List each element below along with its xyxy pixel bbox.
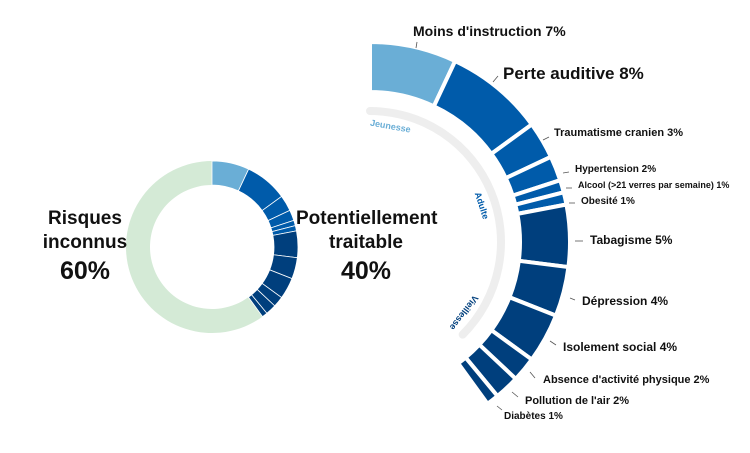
leader-line — [562, 171, 570, 174]
leader-line — [549, 340, 557, 346]
segment-label: Isolement social 4% — [563, 340, 678, 354]
life-stage-track — [366, 107, 505, 339]
leader-line — [542, 136, 550, 141]
donut-segment — [247, 294, 268, 318]
leader-line — [569, 297, 576, 301]
segment-label: Obesité 1% — [581, 196, 635, 207]
segment-label: Absence d'activité physique 2% — [543, 374, 710, 386]
leader-line — [492, 75, 499, 83]
unknown-pct: 60% — [59, 257, 111, 285]
segment-label: Dépression 4% — [582, 294, 669, 308]
leader-line — [529, 371, 536, 379]
segment-label: Traumatisme cranien 3% — [554, 127, 684, 139]
treatable-line1: Potentiellement — [296, 208, 438, 229]
segment-label: Perte auditive 8% — [503, 64, 644, 83]
leader-line — [496, 405, 503, 411]
arc-segment — [515, 202, 572, 270]
leader-line — [415, 41, 418, 49]
treatable-pct: 40% — [340, 257, 392, 285]
donut-segment — [272, 230, 299, 259]
stage-label-youth: Jeunesse — [369, 118, 411, 135]
treatable-line2: traitable — [329, 232, 403, 253]
segment-label: Pollution de l'air 2% — [525, 395, 630, 407]
unknown-line1: Risques — [48, 208, 122, 229]
unknown-risk-label: Risques inconnus 60% — [30, 207, 140, 287]
donut-segment-unknown — [126, 161, 263, 333]
treatable-label: Potentiellement traitable 40% — [296, 207, 438, 287]
segment-label: Hypertension 2% — [575, 164, 657, 175]
unknown-line2: inconnus — [42, 232, 128, 253]
leader-line — [511, 391, 519, 398]
segment-label: Moins d'instruction 7% — [413, 23, 566, 39]
arc-segment — [455, 354, 501, 407]
segment-label: Diabètes 1% — [504, 411, 563, 422]
segment-label: Tabagisme 5% — [590, 233, 673, 247]
segment-label: Alcool (>21 verres par semaine) 1% — [578, 180, 730, 190]
